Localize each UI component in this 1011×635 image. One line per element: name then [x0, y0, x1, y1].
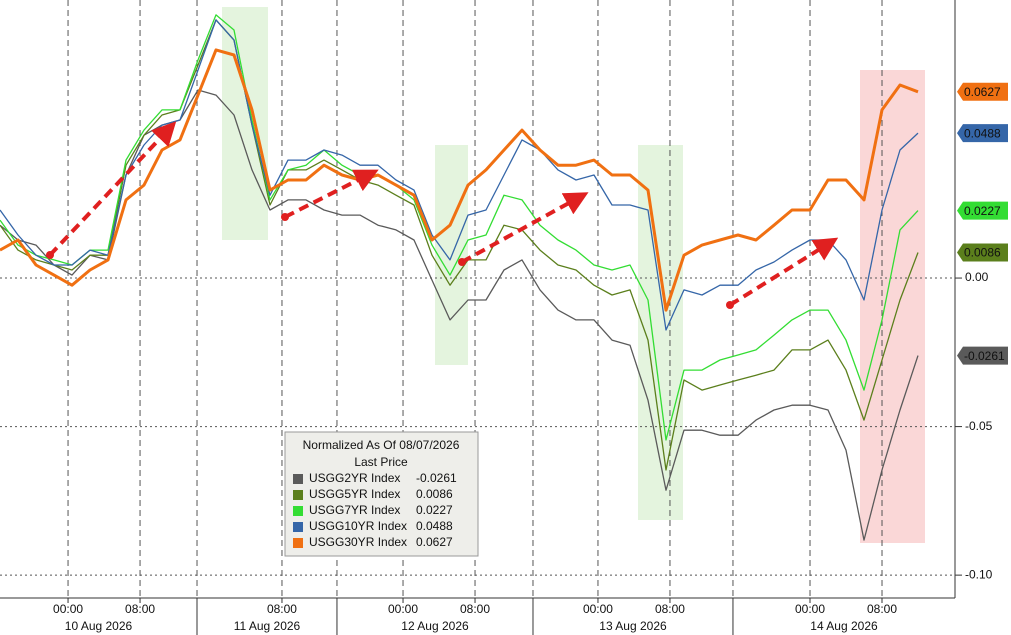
x-tick-label: 00:00: [583, 602, 613, 616]
x-tick-label: 08:00: [267, 602, 297, 616]
arrow-start: [46, 251, 54, 259]
arrow-start: [458, 258, 466, 266]
end-label: 0.0227: [957, 201, 1008, 220]
legend: Normalized As Of 08/07/2026 Last Price U…: [284, 431, 479, 557]
end-label-text: 0.0627: [964, 85, 1001, 99]
end-label-box: [957, 82, 1008, 101]
legend-label: USGG5YR Index: [309, 487, 400, 501]
end-label: 0.0086: [957, 243, 1008, 262]
x-day-label: 12 Aug 2026: [401, 619, 469, 633]
end-label: 0.0627: [957, 82, 1008, 101]
legend-items: USGG2YR Index -0.0261 USGG5YR Index 0.0086 U…: [293, 471, 457, 549]
end-label-box: [957, 243, 1008, 262]
x-tick-label: 08:00: [460, 602, 490, 616]
legend-swatch: [293, 474, 303, 484]
legend-label: USGG7YR Index: [309, 503, 400, 517]
x-tick-label: 08:00: [867, 602, 897, 616]
end-label-text: 0.0086: [964, 246, 1001, 260]
end-label-text: -0.0261: [964, 349, 1005, 363]
series-line: [0, 14, 919, 441]
x-day-label: 10 Aug 2026: [65, 619, 133, 633]
end-label: 0.0488: [957, 124, 1008, 143]
y-tick-label: -0.10: [965, 567, 993, 581]
legend-label: USGG30YR Index: [309, 535, 407, 549]
legend-value: 0.0227: [416, 503, 453, 517]
end-label-text: 0.0488: [964, 126, 1001, 140]
x-tick-label: 08:00: [655, 602, 685, 616]
end-labels: -0.0261 0.0086 0.0227 0.0488 0.0627: [957, 82, 1008, 365]
legend-swatch: [293, 506, 303, 516]
trend-arrow: [48, 121, 177, 257]
trend-arrow: [728, 237, 839, 307]
arrow-start: [281, 213, 289, 221]
legend-swatch: [293, 538, 303, 548]
x-day-label: 14 Aug 2026: [810, 619, 878, 633]
end-label-text: 0.0227: [964, 204, 1001, 218]
highlight-green: [222, 7, 268, 240]
legend-value: 0.0488: [416, 519, 453, 533]
end-label-box: [957, 201, 1008, 220]
legend-box: [284, 431, 479, 557]
legend-value: -0.0261: [416, 471, 457, 485]
series-line: [0, 48, 919, 312]
end-label: -0.0261: [957, 346, 1008, 365]
trend-arrow: [461, 192, 589, 264]
x-tick-label: 08:00: [125, 602, 155, 616]
x-tick-label: 00:00: [53, 602, 83, 616]
legend-value: 0.0627: [416, 535, 453, 549]
x-tick-label: 00:00: [388, 602, 418, 616]
highlight-regions: [222, 7, 925, 543]
legend-title: Normalized As Of 08/07/2026: [303, 438, 460, 452]
legend-value: 0.0086: [416, 487, 453, 501]
end-label-box: [957, 124, 1008, 143]
highlight-red: [860, 70, 925, 543]
x-tick-label: 00:00: [795, 602, 825, 616]
trend-arrows: [46, 121, 839, 309]
end-label-box: [957, 346, 1008, 365]
legend-swatch: [293, 490, 303, 500]
grid: [0, 0, 955, 598]
x-day-label: 13 Aug 2026: [599, 619, 667, 633]
legend-swatch: [293, 522, 303, 532]
legend-subtitle: Last Price: [354, 455, 408, 469]
legend-label: USGG2YR Index: [309, 471, 400, 485]
legend-label: USGG10YR Index: [309, 519, 407, 533]
y-tick-label: -0.05: [965, 419, 993, 433]
y-tick-label: 0.00: [965, 270, 989, 284]
x-day-label: 11 Aug 2026: [234, 619, 301, 633]
arrow-start: [726, 301, 734, 309]
